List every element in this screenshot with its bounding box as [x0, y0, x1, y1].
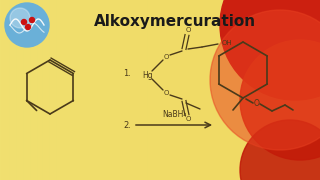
Circle shape — [240, 40, 320, 160]
Text: O: O — [185, 116, 191, 122]
Text: Alkoxymercuration: Alkoxymercuration — [94, 14, 256, 28]
Text: O: O — [185, 27, 191, 33]
Text: Hg: Hg — [143, 71, 153, 80]
Circle shape — [26, 24, 30, 30]
Circle shape — [220, 0, 320, 100]
Circle shape — [210, 10, 320, 150]
Text: O: O — [254, 98, 260, 107]
Circle shape — [21, 19, 27, 24]
Circle shape — [5, 3, 49, 47]
Text: O: O — [163, 90, 169, 96]
Text: 1.: 1. — [123, 69, 131, 78]
Circle shape — [10, 8, 30, 28]
Text: O: O — [163, 54, 169, 60]
Text: OH: OH — [222, 40, 232, 46]
Circle shape — [240, 120, 320, 180]
Text: 2.: 2. — [123, 120, 131, 129]
Circle shape — [29, 17, 35, 22]
Text: NaBH₄: NaBH₄ — [162, 109, 186, 118]
